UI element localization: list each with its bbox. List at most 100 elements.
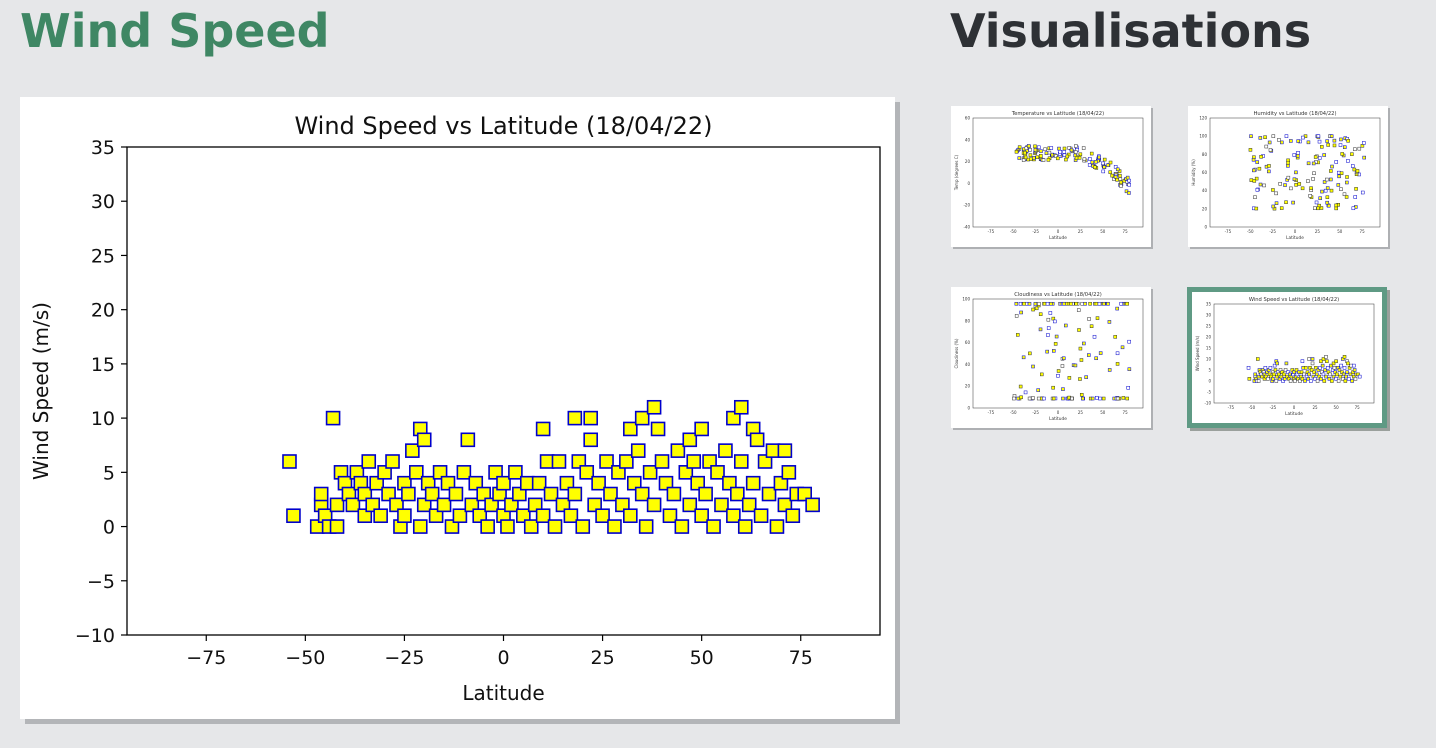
thumbnail-plot-area [972,298,1144,409]
thumbnail-data-point [1067,146,1071,150]
thumbnail-data-point [1275,361,1279,366]
thumbnail-data-point [1317,156,1322,160]
data-point [733,454,749,469]
thumbnail-data-point [1118,177,1123,181]
thumbnail-data-point [1042,301,1047,306]
thumbnail-data-point [1036,396,1041,401]
data-point [512,486,527,502]
thumbnail-data-point [1053,319,1057,324]
thumbnail-data-point [1312,370,1316,374]
thumbnail-data-point [1341,377,1345,381]
data-point [496,475,511,491]
data-point [555,497,571,513]
thumbnail-data-point [1246,366,1251,370]
thumbnail-data-point [1313,155,1318,159]
x-tick-label: 0 [497,647,509,669]
thumbnail-y-tick-label: 120 [1199,116,1207,121]
thumbnail-cloudiness[interactable]: Cloudiness vs Latitude (18/04/22) 100 80 60… [951,287,1151,428]
thumbnail-data-point [1032,156,1036,160]
thumbnail-x-tick-label: 75 [1360,229,1366,234]
thumbnail-data-point [1331,374,1336,379]
thumbnail-data-point [1073,150,1078,154]
thumbnail-data-point [1334,203,1338,208]
thumbnail-data-point [1336,183,1341,187]
thumbnail-y-tick-label: 40 [965,362,971,367]
thumbnail-x-tick-label: -50 [1010,410,1017,415]
thumbnail-data-point [1282,377,1287,381]
thumbnail-data-point [1087,353,1091,357]
data-point [654,454,670,469]
thumbnail-data-point [1089,324,1094,328]
thumbnail-y-tick-label: -5 [1207,390,1211,395]
thumbnail-data-point [1062,150,1066,154]
thumbnail-data-point [1332,366,1337,370]
thumbnail-data-point [1106,163,1110,168]
thumbnail-data-point [1078,377,1082,381]
data-point [753,508,769,524]
thumbnail-data-point [1322,153,1326,157]
thumbnail-data-point [1331,361,1336,366]
thumbnail-temperature[interactable]: Temperature vs Latitude (18/04/22) 60 40 20… [951,106,1151,247]
thumbnail-data-point [1325,186,1330,190]
thumbnail-data-point [1289,186,1293,191]
thumbnail-data-point [1292,370,1296,374]
thumbnail-data-point [1125,175,1130,180]
thumbnail-y-tick-label: 40 [965,137,971,142]
thumbnail-data-point [1336,379,1341,383]
thumbnail-data-point [1316,134,1321,138]
thumbnail-humidity[interactable]: Humidity vs Latitude (18/04/22) 120 100 80 6… [1188,106,1388,247]
thumbnail-y-tick-label: 60 [965,116,971,121]
thumbnail-data-point [1054,334,1059,339]
thumbnail-x-tick-label: 25 [1078,410,1084,415]
thumbnail-data-point [1314,366,1318,370]
thumbnail-data-point [1319,359,1323,363]
thumbnail-data-point [1330,164,1334,169]
thumbnail-data-point [1320,189,1324,194]
data-point [559,475,575,491]
thumbnail-x-tick-label: 75 [1123,410,1129,415]
data-point [369,475,384,491]
thumbnail-data-point [1342,192,1347,197]
thumbnail-data-point [1360,190,1365,195]
thumbnail-data-point [1258,182,1263,187]
thumbnail-data-point [1271,188,1275,192]
thumbnail-data-point [1324,355,1328,359]
thumbnail-data-point [1034,306,1039,311]
thumbnail-x-tick-label: -25 [1032,410,1039,415]
thumbnail-data-point [1031,396,1035,400]
thumbnail-data-point [1057,146,1061,151]
thumbnail-data-point [1321,357,1326,361]
thumbnail-data-point [1014,150,1019,154]
data-point [607,519,622,534]
thumbnail-data-point [1043,147,1047,152]
thumbnail-data-point [1345,175,1349,179]
thumbnail-data-point [1295,153,1300,158]
thumbnail-data-point [1065,154,1070,159]
thumbnail-data-point [1031,307,1035,312]
data-point [619,454,634,469]
data-point [539,454,555,469]
thumbnail-data-point [1115,362,1120,366]
thumbnail-x-tick-label: -75 [1225,229,1232,234]
data-point [508,465,523,480]
data-point [535,508,551,524]
thumbnail-data-point [1108,170,1113,174]
thumbnail-data-point [1117,169,1122,173]
thumbnail-data-point [1121,396,1126,400]
thumbnail-wind-speed[interactable]: Wind Speed vs Latitude (18/04/22) 35 30 25 2… [1187,287,1387,428]
thumbnail-data-point [1329,169,1333,173]
thumbnail-data-point [1318,366,1322,370]
thumbnail-data-point [1325,359,1329,363]
thumbnail-y-tick-label: 15 [1206,346,1212,351]
thumbnail-data-point [1312,171,1316,176]
thumbnail-data-point [1322,379,1327,383]
data-point [365,497,381,513]
data-point [777,497,793,513]
thumbnail-data-point [1340,152,1344,156]
thumbnail-data-point [1350,152,1354,156]
thumbnail-title: Wind Speed vs Latitude (18/04/22) [1249,297,1339,303]
data-point [523,519,539,534]
thumbnail-data-point [1329,188,1334,193]
thumbnail-data-point [1296,139,1300,143]
thumbnail-data-point [1102,157,1107,162]
